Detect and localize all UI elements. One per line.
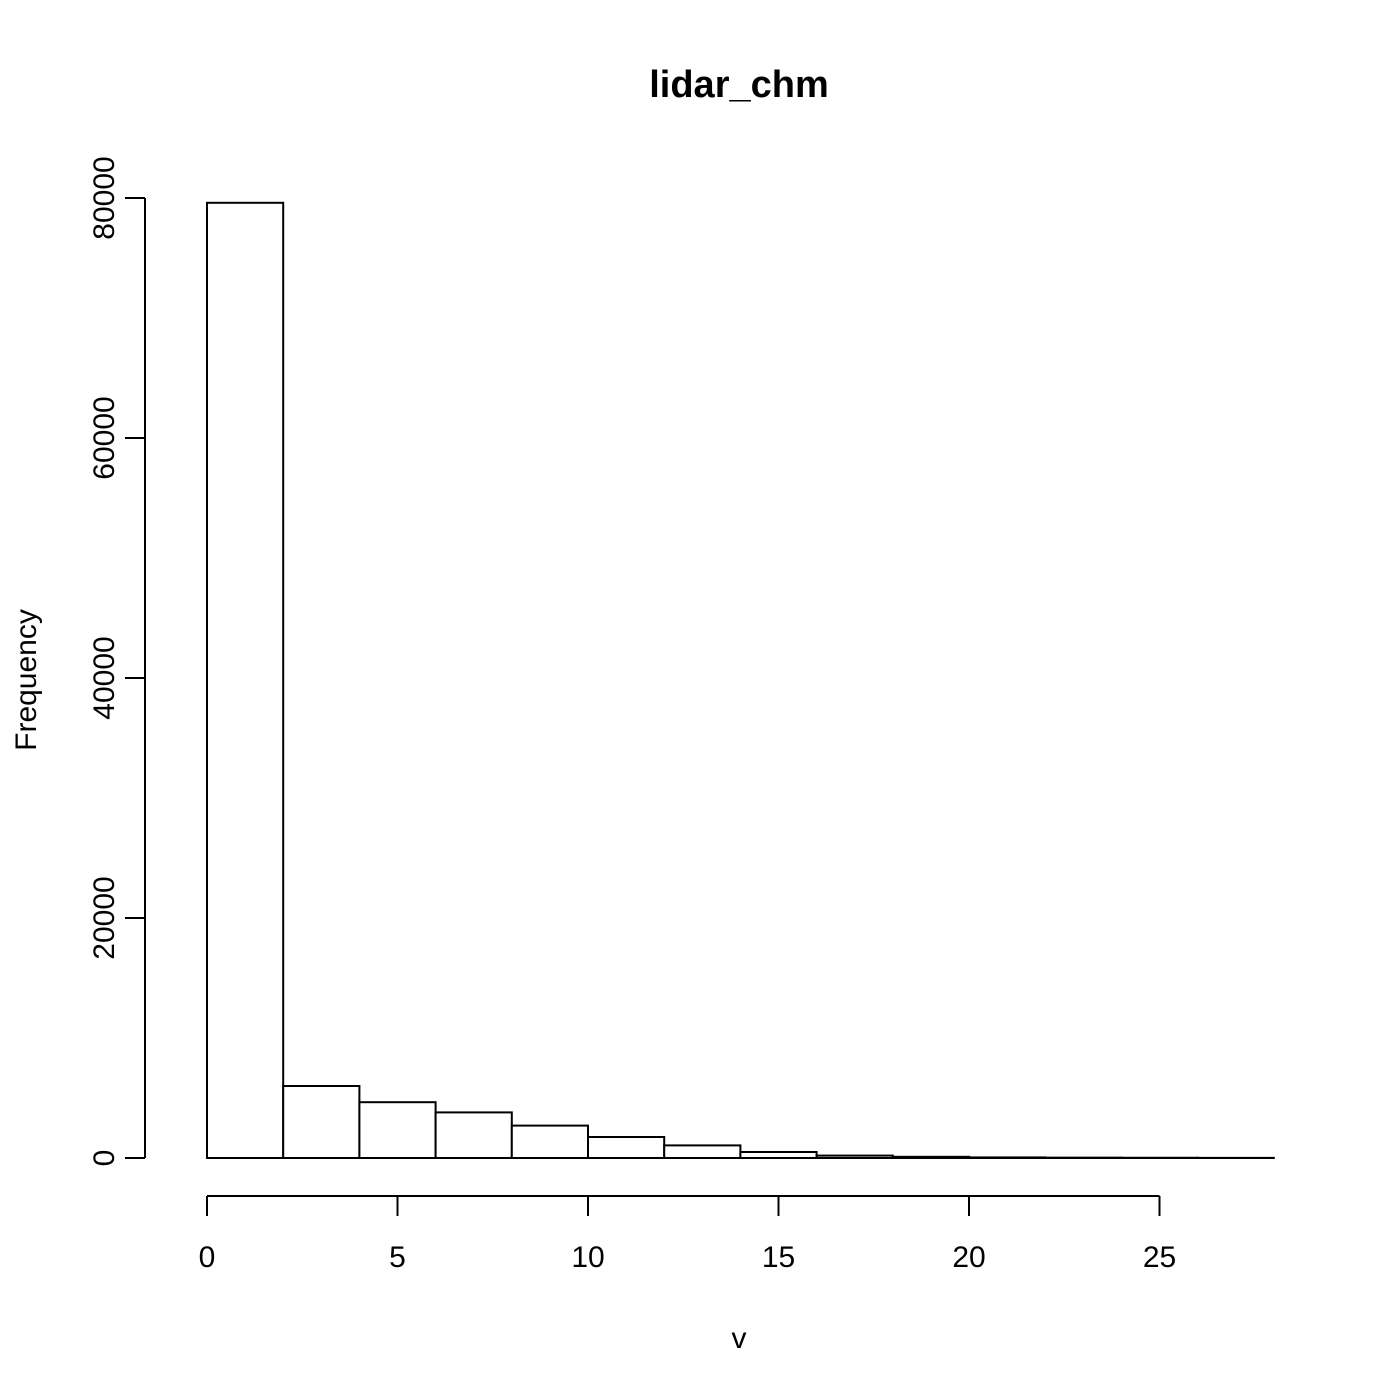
x-tick-label: 20	[952, 1241, 985, 1274]
x-tick-label: 15	[762, 1241, 795, 1274]
histogram-bar	[282, 1085, 361, 1159]
y-axis: 0 20000 40000 60000 80000	[88, 156, 146, 1167]
chart-title: lidar_chm	[649, 64, 829, 106]
histogram-bar	[815, 1154, 894, 1159]
x-tick-label: 0	[199, 1241, 216, 1274]
y-tick-label: 80000	[88, 156, 121, 239]
histogram-bar	[739, 1151, 818, 1159]
histogram-bar	[587, 1136, 666, 1159]
histogram-bar	[663, 1144, 742, 1160]
histogram-bar	[891, 1155, 970, 1160]
x-tick-label: 25	[1143, 1241, 1176, 1274]
histogram-bar	[510, 1124, 589, 1159]
histogram-bar	[968, 1156, 1047, 1160]
y-tick-label: 40000	[88, 636, 121, 719]
y-axis-label: Frequency	[10, 609, 43, 751]
histogram-bar	[206, 201, 285, 1160]
y-tick-label: 20000	[88, 876, 121, 959]
x-axis: 0 5 10 15 20 25	[199, 1195, 1176, 1274]
y-tick-label: 60000	[88, 396, 121, 479]
x-axis-label: v	[732, 1322, 747, 1355]
histogram-bar	[358, 1101, 437, 1159]
y-tick-label: 0	[88, 1150, 121, 1167]
x-tick-label: 10	[571, 1241, 604, 1274]
bars-group	[206, 201, 1275, 1160]
x-tick-label: 5	[389, 1241, 406, 1274]
histogram-bar	[434, 1111, 513, 1160]
